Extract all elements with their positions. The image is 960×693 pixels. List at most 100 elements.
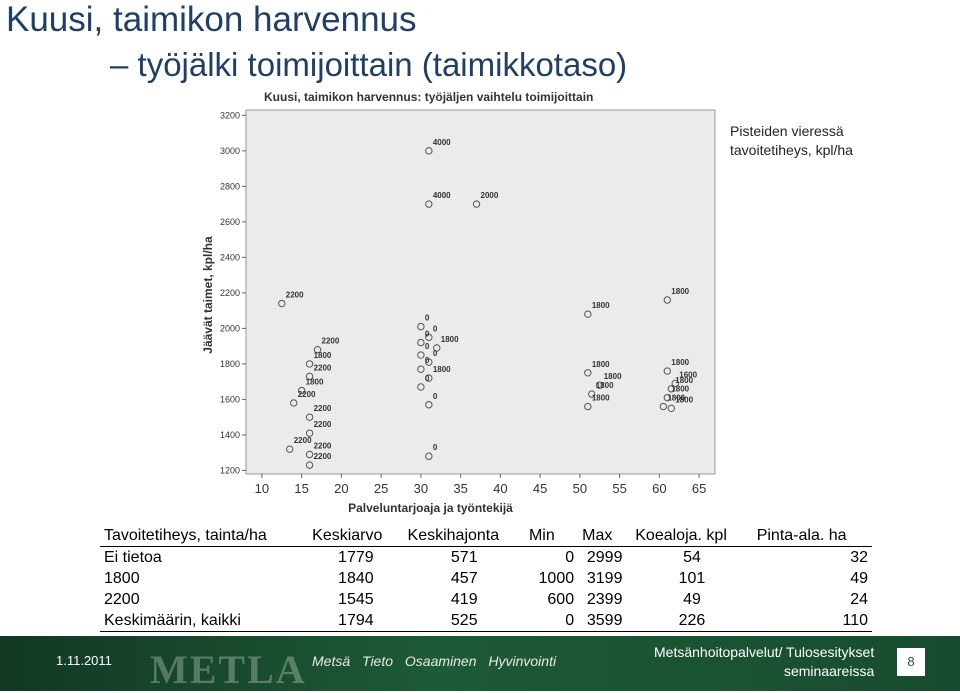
- footer-date: 1.11.2011: [56, 653, 112, 668]
- table-row: Keskimäärin, kaikki 1794 525 0 3599 226 …: [100, 610, 872, 632]
- table-cell: 1840: [338, 569, 374, 587]
- x-tick-label: 15: [294, 481, 308, 496]
- table-cell: 600: [547, 590, 575, 608]
- data-point-label: 1800: [592, 301, 610, 310]
- data-point: [297, 386, 306, 395]
- data-point: [663, 393, 672, 402]
- data-point-label: 4000: [433, 138, 451, 147]
- footer-event-line2: seminaareissa: [783, 663, 875, 679]
- table-cell: 1545: [338, 590, 374, 608]
- scatter-chart: Kuusi, taimikon harvennus: työjäljen vai…: [201, 90, 716, 515]
- y-axis-label: Jäävät taimet, kpl/ha: [201, 236, 215, 354]
- data-point: [305, 372, 314, 381]
- table-cell: 3199: [586, 569, 623, 587]
- data-point-label: 2000: [481, 191, 499, 200]
- y-tick-label: 1600: [220, 394, 240, 404]
- data-point-label: 2200: [286, 291, 304, 300]
- data-point-label: 0: [425, 374, 430, 383]
- data-point: [433, 344, 441, 352]
- data-point-label: 2200: [314, 420, 332, 429]
- table-cell: 24: [850, 590, 868, 608]
- y-tick-label: 3000: [220, 146, 240, 156]
- x-tick-label: 25: [374, 481, 388, 496]
- footer-slogan: Metsä Tieto Osaaminen Hyvinvointi: [312, 653, 557, 669]
- y-tick-label: 1200: [220, 465, 240, 475]
- table-cell: 3599: [586, 611, 623, 629]
- data-point: [659, 402, 668, 411]
- data-point-label: 0: [433, 392, 438, 401]
- data-point: [286, 445, 294, 453]
- data-point: [663, 367, 672, 375]
- data-point-label: 2200: [322, 337, 340, 346]
- footer-event: Metsänhoitopalvelut/ Tulosesitykset semi…: [654, 643, 874, 681]
- table-header-row: Tavoitetiheys, tainta/ha Keskiarvo Keski…: [100, 525, 872, 547]
- x-tick-label: 30: [414, 481, 428, 496]
- x-axis-label: Palveluntarjoaja ja työntekijä: [348, 501, 513, 515]
- table-cell: 1794: [338, 611, 374, 629]
- chart-note-line1: Pisteiden vieressä: [730, 123, 844, 139]
- table-cell: 226: [678, 611, 706, 629]
- x-tick-label: 55: [612, 481, 626, 496]
- x-axis: 10 15 20 25 30 35 40 45 50 55 60 65: [255, 474, 706, 496]
- data-point-label: 0: [425, 314, 430, 323]
- data-point-label: 2200: [314, 452, 332, 461]
- data-point: [305, 461, 314, 469]
- x-tick-label: 65: [692, 481, 706, 496]
- data-point: [425, 200, 433, 208]
- slide-subtitle: – työjälki toimijoittain (taimikkotaso): [110, 46, 628, 83]
- data-point: [663, 296, 672, 304]
- y-tick-label: 2600: [220, 217, 240, 227]
- table-row: Ei tietoa 1779 571 0 2999 54 32: [100, 547, 872, 569]
- data-point: [425, 147, 433, 155]
- y-tick-label: 1400: [220, 430, 240, 440]
- header-min: Min: [528, 526, 555, 544]
- x-tick-label: 60: [652, 481, 666, 496]
- header-plot-count: Koealoja. kpl: [635, 526, 727, 544]
- data-point-label: 2200: [298, 390, 316, 399]
- footer-event-line1: Metsänhoitopalvelut/ Tulosesitykset: [654, 644, 875, 660]
- x-tick-label: 50: [573, 481, 587, 496]
- table-cell: 49: [850, 569, 868, 587]
- x-tick-label: 20: [334, 481, 348, 496]
- data-point-label: 1800: [675, 395, 693, 404]
- data-point: [417, 383, 425, 391]
- y-tick-label: 2800: [220, 181, 240, 191]
- slide-title: Kuusi, taimikon harvennus: [6, 0, 417, 39]
- data-point: [305, 413, 314, 421]
- data-point-label: 1800: [306, 378, 324, 387]
- x-tick-label: 35: [453, 481, 467, 496]
- data-point-label: 0: [433, 324, 438, 333]
- table-cell: 457: [450, 569, 478, 587]
- data-point: [667, 404, 675, 413]
- table-cell: Ei tietoa: [104, 548, 162, 566]
- data-point-label: 1800: [314, 351, 332, 360]
- table-cell: Keskimäärin, kaikki: [104, 611, 241, 629]
- data-point: [425, 401, 433, 409]
- data-point-label: 1800: [675, 376, 693, 385]
- table-cell: 1000: [538, 569, 575, 587]
- statistics-table: Tavoitetiheys, tainta/ha Keskiarvo Keski…: [100, 525, 872, 632]
- data-point: [305, 360, 314, 368]
- header-area: Pinta-ala. ha: [756, 526, 847, 544]
- table-cell: 54: [683, 548, 701, 566]
- page-number: 8: [897, 648, 925, 676]
- data-point-label: 1600: [679, 370, 697, 379]
- table-cell: 2200: [104, 590, 140, 608]
- data-point-label: 1800: [671, 287, 689, 296]
- chart-note: Pisteiden vieressä tavoitetiheys, kpl/ha: [730, 122, 853, 160]
- data-point-label: 1800: [433, 365, 451, 374]
- x-tick-label: 10: [255, 481, 269, 496]
- table-cell: 1779: [338, 548, 374, 566]
- data-point-label: 0: [425, 342, 430, 351]
- data-point: [425, 333, 433, 341]
- data-point-label: 0: [425, 330, 430, 339]
- chart-title: Kuusi, taimikon harvennus: työjäljen vai…: [264, 90, 593, 104]
- table-cell: 2399: [586, 590, 623, 608]
- data-point: [584, 402, 592, 411]
- data-point-label: 1800: [592, 394, 610, 403]
- y-tick-label: 1800: [220, 359, 240, 369]
- data-point-label: 2200: [314, 441, 332, 450]
- table-row: 1800 1840 457 1000 3199 101 49: [100, 568, 872, 589]
- data-point: [584, 310, 592, 318]
- data-point: [417, 338, 425, 347]
